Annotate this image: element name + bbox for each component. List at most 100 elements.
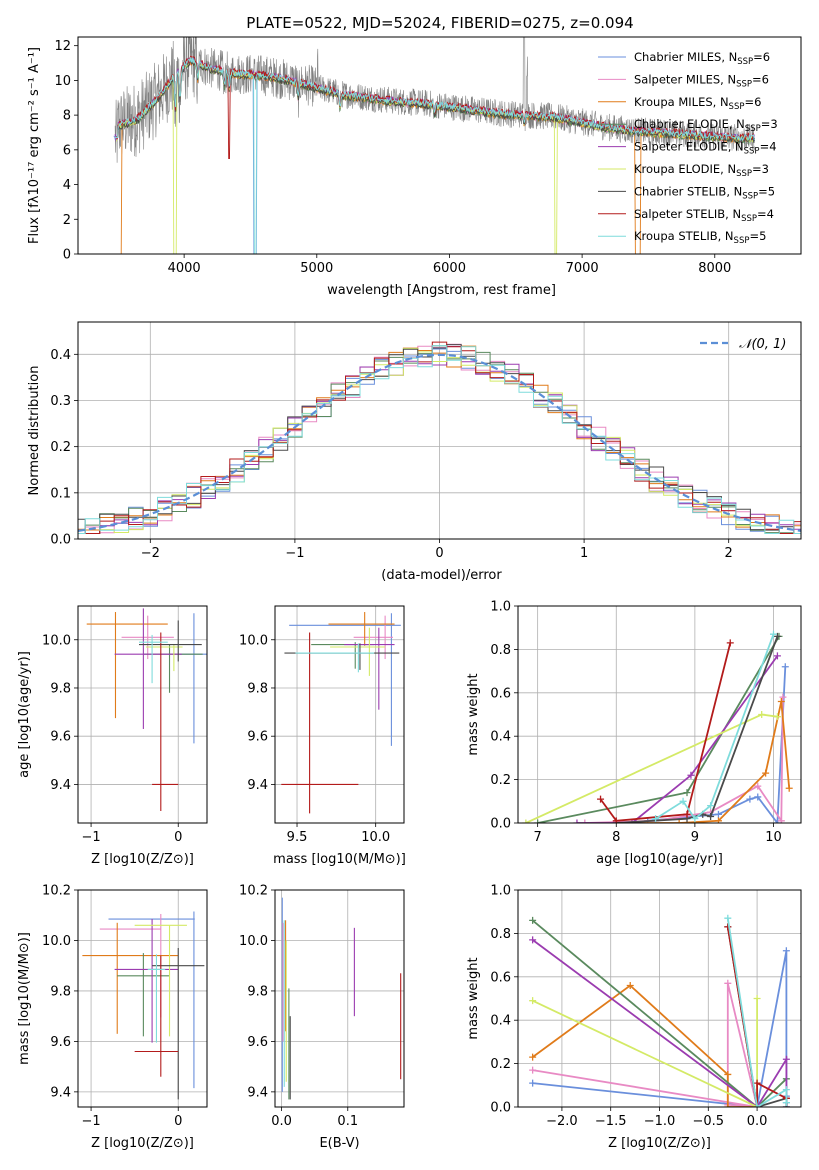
x-tick-label: −0.5 (693, 1114, 725, 1129)
y-tick-label: 0.6 (490, 686, 511, 701)
x-tick-label: −1.5 (595, 1114, 627, 1129)
y-tick-label: 10 (54, 74, 71, 89)
x-tick-label: 7000 (566, 261, 599, 276)
weight-marker (597, 795, 605, 803)
residual-histogram (78, 345, 801, 534)
y-tick-label: 2 (63, 213, 71, 228)
legend-entry-base: Kroupa MILES, N (634, 95, 729, 109)
x-tick-label: −1 (81, 830, 100, 845)
weight-marker (753, 1103, 761, 1107)
legend-entry-tail: =3 (761, 117, 778, 131)
weight-marker (782, 947, 790, 955)
error-bar-point (121, 615, 174, 660)
y-tick-label: 0.0 (50, 533, 71, 548)
axes-frame (77, 321, 802, 540)
weight-marker (779, 693, 787, 701)
legend-entry-tail: =5 (749, 229, 766, 243)
x-axis-label: age [log10(age/yr)] (596, 852, 723, 867)
weight-marker (754, 782, 762, 790)
x-tick-label: 10.0 (361, 830, 390, 845)
legend-entry-base: Chabrier STELIB, N (634, 184, 742, 198)
weight-marker (777, 817, 785, 823)
x-tick-label: 4000 (168, 261, 201, 276)
x-axis-label: Z [log10(Z/Z⊙)] (91, 1136, 194, 1151)
y-tick-label: 10.2 (239, 884, 268, 899)
grid-lines (78, 889, 207, 1107)
weight-line (599, 642, 732, 822)
residual-histogram (78, 345, 801, 534)
weight-marker (573, 819, 581, 823)
weight-line (655, 633, 775, 821)
weight-marker (522, 819, 530, 823)
weight-marker (529, 916, 537, 924)
weight-series (581, 693, 787, 823)
weight-marker (782, 1055, 790, 1063)
x-tick-label: −1.0 (644, 1114, 676, 1129)
weight-marker (781, 663, 789, 671)
y-axis-label: mass weight (466, 957, 481, 1039)
weight-marker (529, 1079, 537, 1087)
axis-ticks: 0.0 0.1 9.4 9.6 9.8 10.0 10.2 (239, 884, 358, 1130)
error-bar-point (311, 642, 375, 669)
axis-ticks: 9.5 10.0 9.4 9.6 9.8 10.0 (239, 633, 390, 845)
panel-age-weights: 7 8 9 10 0.0 0.2 0.4 0.6 0.8 1.0 age [log10(age/yr… (466, 600, 802, 867)
legend-entry-sub: SSP (744, 147, 760, 157)
y-tick-label: 10.0 (239, 633, 268, 648)
y-tick-label: 0.6 (490, 970, 511, 985)
model-spectrum (113, 57, 756, 254)
weight-marker (782, 1099, 790, 1107)
y-tick-label: 10.0 (42, 633, 71, 648)
x-tick-label: 9 (691, 830, 699, 845)
residual-histogram (78, 341, 801, 534)
weight-series (652, 630, 777, 823)
axis-ticks: 4000 5000 6000 7000 8000 0 2 4 6 8 10 12 (54, 39, 731, 276)
weight-marker (652, 815, 660, 823)
weight-series (522, 711, 781, 823)
axes-frame (77, 36, 802, 255)
y-tick-label: 9.6 (50, 1035, 71, 1050)
y-tick-label: 0.0 (490, 817, 511, 832)
plot-area (281, 612, 401, 814)
y-tick-label: 9.6 (50, 730, 71, 745)
y-axis-label: mass [log10(M/M⊙)] (17, 932, 32, 1065)
y-tick-label: 10.0 (239, 934, 268, 949)
weight-marker (785, 784, 793, 792)
weight-marker (773, 713, 781, 721)
legend-entry-sub: SSP (741, 214, 757, 224)
error-bar-point (328, 612, 395, 646)
error-bar-point (145, 644, 183, 672)
error-bar-point (152, 948, 205, 1100)
error-bar-point (152, 632, 179, 811)
weight-marker (724, 1103, 732, 1107)
y-tick-label: 9.8 (50, 681, 71, 696)
axis-ticks: −1 0 9.4 9.6 9.8 10.0 10.2 (42, 884, 182, 1130)
legend-entry-tail: =6 (752, 72, 769, 86)
axes-frame (517, 605, 802, 824)
panel-age-vs-mass: 9.5 10.0 9.4 9.6 9.8 10.0 mass [log10(M/M⊙)] (239, 605, 406, 867)
weight-marker (724, 923, 732, 931)
plot-area (529, 914, 790, 1107)
error-bar-point (139, 634, 168, 684)
weight-line (532, 983, 759, 1107)
x-tick-label: 10 (765, 830, 782, 845)
weight-marker (714, 810, 722, 818)
weight-marker (773, 632, 781, 640)
plot-area (86, 608, 207, 811)
legend: 𝒩(0, 1) (700, 337, 786, 352)
weight-marker (762, 769, 770, 777)
axis-ticks: −2 −1 0 1 2 0.0 0.1 0.2 0.3 0.4 (50, 348, 733, 561)
weight-marker (724, 1070, 732, 1078)
x-tick-label: 1 (580, 546, 588, 561)
weight-marker (782, 1086, 790, 1094)
legend-entry: Salpeter STELIB, NSSP=4 (634, 207, 774, 224)
x-tick-label: 8 (612, 830, 620, 845)
axis-ticks: 7 8 9 10 0.0 0.2 0.4 0.6 0.8 1.0 (490, 600, 781, 846)
x-tick-label: −2 (141, 546, 160, 561)
legend-entry-tail: =6 (753, 50, 770, 64)
x-tick-label: 0.0 (271, 1114, 292, 1129)
axis-ticks: −1 0 9.4 9.6 9.8 10.0 (42, 633, 182, 845)
x-tick-label: 9.5 (287, 830, 308, 845)
x-tick-label: −1 (285, 546, 304, 561)
y-tick-label: 9.4 (50, 1085, 71, 1100)
legend-entry: Kroupa MILES, NSSP=6 (634, 95, 761, 112)
